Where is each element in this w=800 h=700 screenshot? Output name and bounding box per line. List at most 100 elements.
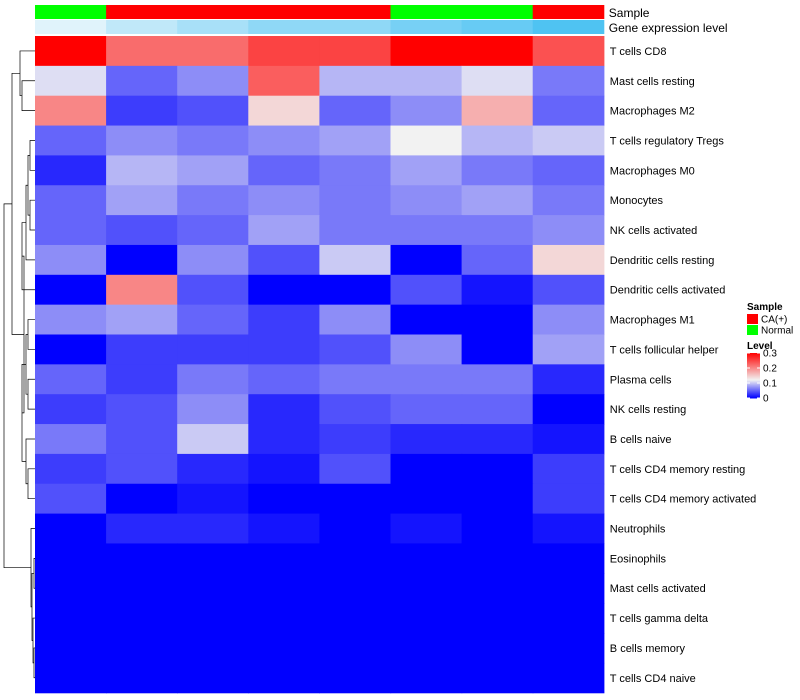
row-label: Dendritic cells resting [610, 255, 715, 267]
sample-annotation-cell [390, 5, 463, 19]
row-label: T cells CD4 memory resting [610, 464, 746, 476]
heatmap-cell [461, 95, 534, 127]
colorbar-segment [747, 385, 760, 387]
heatmap-cell [35, 65, 107, 97]
heatmap-cell [35, 573, 107, 604]
heatmap-cell [319, 95, 392, 127]
heatmap-cell [390, 185, 463, 216]
heatmap-cell [461, 633, 534, 664]
sample-annotation-cell [532, 5, 605, 19]
heatmap-cell [248, 603, 320, 634]
heatmap-cell [390, 274, 463, 306]
heatmap-cell [248, 573, 320, 604]
heatmap-cell [35, 215, 107, 246]
dendrogram-branch [29, 199, 35, 231]
heatmap-cell [248, 364, 320, 395]
colorbar-segment [747, 394, 760, 396]
colorbar-segment [747, 386, 760, 388]
colorbar-segment [747, 389, 760, 391]
heatmap-cell [248, 453, 320, 485]
heatmap-cell [35, 244, 107, 276]
heatmap-cell [461, 662, 534, 694]
row-label: T cells CD8 [610, 46, 667, 58]
heatmap-cell [461, 36, 534, 67]
heatmap-cell [248, 483, 320, 515]
dendrogram-branch [11, 72, 24, 335]
colorbar-segment [747, 382, 760, 384]
dendrogram-branch [27, 468, 35, 500]
heatmap-cell [106, 424, 178, 455]
heatmap-cell [177, 394, 249, 425]
heatmap-cell [461, 65, 534, 97]
heatmap-cell [248, 95, 320, 127]
colorbar-segment [747, 362, 760, 364]
colorbar-segment [747, 381, 760, 383]
dendrogram-branch [25, 184, 35, 261]
heatmap-cell [390, 95, 463, 127]
dendrogram-branch [29, 140, 35, 171]
heatmap-cell [35, 304, 107, 336]
heatmap-cell [106, 185, 178, 216]
heatmap-cell [177, 125, 249, 156]
level-annotation-cell [35, 20, 107, 34]
sample-legend-label: Normal [761, 326, 793, 337]
colorbar-segment [747, 357, 760, 359]
dendrogram-branch [30, 528, 35, 608]
colorbar-tick-label: 0.3 [763, 349, 777, 360]
heatmap-cell [461, 274, 534, 306]
colorbar-segment [747, 354, 760, 356]
heatmap-cell [390, 603, 463, 634]
colorbar-segment [747, 361, 760, 363]
level-annotation-cell [106, 20, 178, 34]
heatmap-cell [248, 155, 320, 186]
colorbar-segment [747, 376, 760, 378]
heatmap-cell [319, 603, 392, 634]
colorbar-segment [747, 393, 760, 395]
row-label: Macrophages M1 [610, 315, 695, 327]
heatmap-cell [35, 155, 107, 186]
colorbar-segment [747, 390, 760, 392]
level-legend-title: Level [747, 341, 773, 352]
heatmap-cell [248, 36, 320, 67]
row-label: Dendritic cells activated [610, 285, 726, 297]
row-label: B cells naive [610, 434, 672, 446]
heatmap-cell [390, 573, 463, 604]
heatmap-cell [390, 215, 463, 246]
heatmap-cell [319, 244, 392, 276]
heatmap-cell [248, 513, 320, 545]
heatmap-cell [532, 662, 605, 694]
heatmap-cell [248, 662, 320, 694]
heatmap-cell [390, 483, 463, 515]
heatmap-cell [461, 513, 534, 545]
row-dendrogram [3, 50, 35, 679]
heatmap-cell [177, 244, 249, 276]
heatmap-cell [248, 334, 320, 365]
heatmap-cell [319, 304, 392, 336]
colorbar-segment [747, 360, 760, 362]
colorbar-tick-label: 0.2 [763, 364, 777, 375]
colorbar-segment [747, 355, 760, 357]
heatmap-cell [248, 633, 320, 664]
heatmap-cell [177, 424, 249, 455]
heatmap-cell [532, 244, 605, 276]
heatmap-cell [177, 274, 249, 306]
row-label: Macrophages M0 [610, 165, 695, 177]
heatmap-cell [532, 274, 605, 306]
sample-legend-swatch [747, 314, 758, 324]
heatmap-cell [532, 633, 605, 664]
colorbar-segment [747, 391, 760, 393]
heatmap-cell [532, 453, 605, 485]
sample-legend-swatch [747, 325, 758, 335]
heatmap-cell [248, 244, 320, 276]
heatmap-cell [461, 543, 534, 574]
heatmap-cell [177, 95, 249, 127]
heatmap-cells [35, 36, 605, 694]
heatmap-cell [319, 633, 392, 664]
heatmap-cell [35, 662, 107, 694]
heatmap-cell [35, 513, 107, 545]
heatmap-cell [461, 334, 534, 365]
heatmap-cell [177, 513, 249, 545]
heatmap-cell [35, 185, 107, 216]
row-label: T cells gamma delta [610, 613, 709, 625]
heatmap-cell [532, 424, 605, 455]
